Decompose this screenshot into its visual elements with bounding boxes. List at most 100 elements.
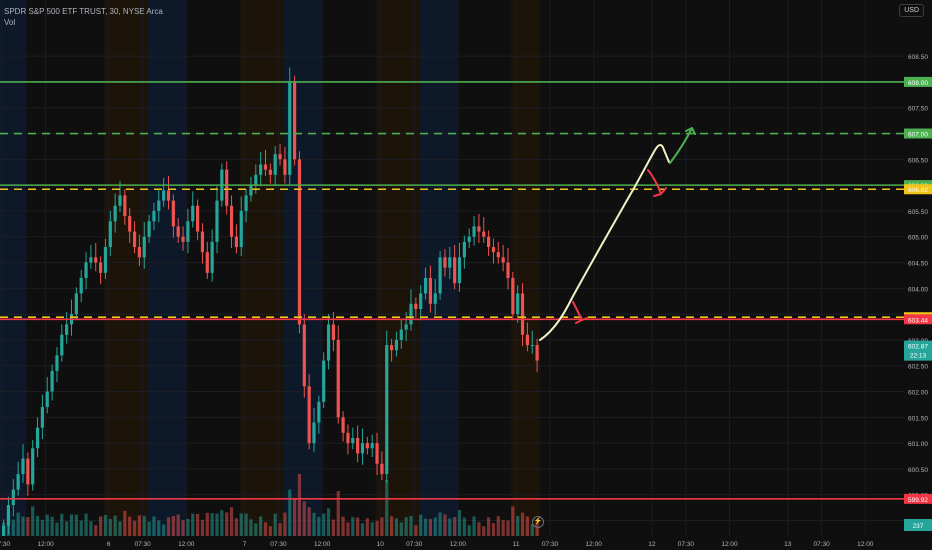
time-axis[interactable]: 07:30 12:00 6 07:30 12:00 7 07:30 12:00 10 07:30 1… xyxy=(0,536,932,550)
candle-body xyxy=(516,293,520,315)
candle-body xyxy=(11,489,15,506)
candle-body xyxy=(263,164,268,170)
price-tick: 604.50 xyxy=(908,261,928,268)
volume-bar xyxy=(428,519,432,536)
volume-bar xyxy=(45,514,49,536)
candle-body xyxy=(467,236,471,242)
candle-body xyxy=(341,417,345,433)
volume-bar xyxy=(157,520,161,536)
volume-bar xyxy=(108,519,112,536)
chart-header: SPDR S&P 500 ETF TRUST, 30, NYSE Arca Vo… xyxy=(4,6,163,28)
time-tick: 07:30 xyxy=(542,541,559,548)
volume-bar xyxy=(147,521,151,536)
price-tick: 606.50 xyxy=(908,157,928,164)
time-tick: 07:30 xyxy=(0,541,11,548)
volume-bar xyxy=(307,507,311,536)
volume-bar xyxy=(433,517,437,536)
candle-body xyxy=(394,339,399,351)
volume-tag xyxy=(904,519,932,531)
price-levels[interactable] xyxy=(0,81,904,500)
volume-bar xyxy=(118,521,122,536)
volume-bar xyxy=(448,518,452,536)
volume-bar xyxy=(152,516,156,536)
candle-body xyxy=(520,293,525,335)
countdown-label: 22:13 xyxy=(910,353,927,360)
time-tick: 10 xyxy=(377,541,385,548)
volume-bar xyxy=(283,512,287,536)
volume-bar xyxy=(244,513,248,536)
candle-body xyxy=(336,339,340,418)
price-tick: 605.50 xyxy=(908,209,928,216)
price-tick: 600.50 xyxy=(908,467,928,474)
candle-body xyxy=(55,355,59,371)
volume-bar xyxy=(457,510,462,536)
price-tick: 602.50 xyxy=(908,364,928,371)
volume-bar xyxy=(84,513,88,536)
volume-bar xyxy=(205,512,209,536)
time-tick: 07:30 xyxy=(814,541,831,548)
volume-bar xyxy=(40,519,44,536)
candle-body xyxy=(142,236,146,258)
candle-body xyxy=(196,205,200,232)
candle-body xyxy=(200,231,205,253)
volume-bar xyxy=(516,515,520,536)
volume-indicator-label[interactable]: Vol xyxy=(4,18,16,27)
candle-body xyxy=(249,185,253,196)
volume-bar xyxy=(385,480,389,536)
green-arrow-up[interactable] xyxy=(669,127,696,164)
time-tick: 7 xyxy=(243,541,247,548)
price-tick: 602.00 xyxy=(908,390,928,397)
volume-bar xyxy=(496,516,500,536)
projection-path[interactable] xyxy=(539,144,670,341)
volume-bar xyxy=(254,523,258,536)
currency-button[interactable]: USD xyxy=(899,4,924,17)
price-tick: 607.50 xyxy=(908,106,928,113)
price-axis-bg xyxy=(904,0,932,550)
volume-bar xyxy=(462,517,466,536)
volume-bar xyxy=(360,523,365,536)
price-level-tag xyxy=(904,76,932,87)
volume-bar xyxy=(215,513,219,536)
candle-body xyxy=(428,278,432,304)
lightning-icon[interactable]: ⚡ xyxy=(532,516,544,528)
price-level-tag xyxy=(904,128,932,139)
candle-body xyxy=(375,443,379,464)
red-arrow-down-1[interactable] xyxy=(572,301,588,324)
time-tick: 07:30 xyxy=(135,541,152,548)
candle-body xyxy=(210,241,214,273)
candle-body xyxy=(123,195,127,217)
drawings[interactable] xyxy=(539,127,696,341)
volume-bar xyxy=(94,525,98,536)
price-tick: 605.00 xyxy=(908,235,928,242)
price-level-label: 608.00 xyxy=(908,80,928,87)
session-band xyxy=(239,0,284,536)
candle-body xyxy=(423,278,428,294)
candle-body xyxy=(50,370,54,392)
volume-bar xyxy=(103,515,108,536)
candle-body xyxy=(229,205,234,237)
volume-bar xyxy=(501,520,505,536)
symbol-title[interactable]: SPDR S&P 500 ETF TRUST, 30, NYSE Arca xyxy=(4,7,163,16)
candle-body xyxy=(94,257,98,263)
candle-body xyxy=(477,226,481,232)
volume-bar xyxy=(142,515,146,536)
candle-body xyxy=(89,257,93,263)
candle-body xyxy=(128,216,132,232)
price-level-label: 607.00 xyxy=(908,132,928,139)
time-tick: 12:00 xyxy=(178,541,195,548)
time-tick: 12:00 xyxy=(586,541,603,548)
candle-body xyxy=(108,221,112,248)
red-arrow-down-2[interactable] xyxy=(647,169,667,197)
time-tick: 07:30 xyxy=(406,541,423,548)
volume-bar xyxy=(239,513,243,536)
candle-body xyxy=(404,324,408,330)
candle-body xyxy=(259,164,263,175)
candle-body xyxy=(171,200,175,227)
price-tick: 601.50 xyxy=(908,415,928,422)
candle-body xyxy=(365,443,369,449)
volume-bar xyxy=(336,491,340,536)
candle-body xyxy=(215,200,219,242)
volume-bar xyxy=(89,521,93,536)
candle-body xyxy=(448,257,452,268)
